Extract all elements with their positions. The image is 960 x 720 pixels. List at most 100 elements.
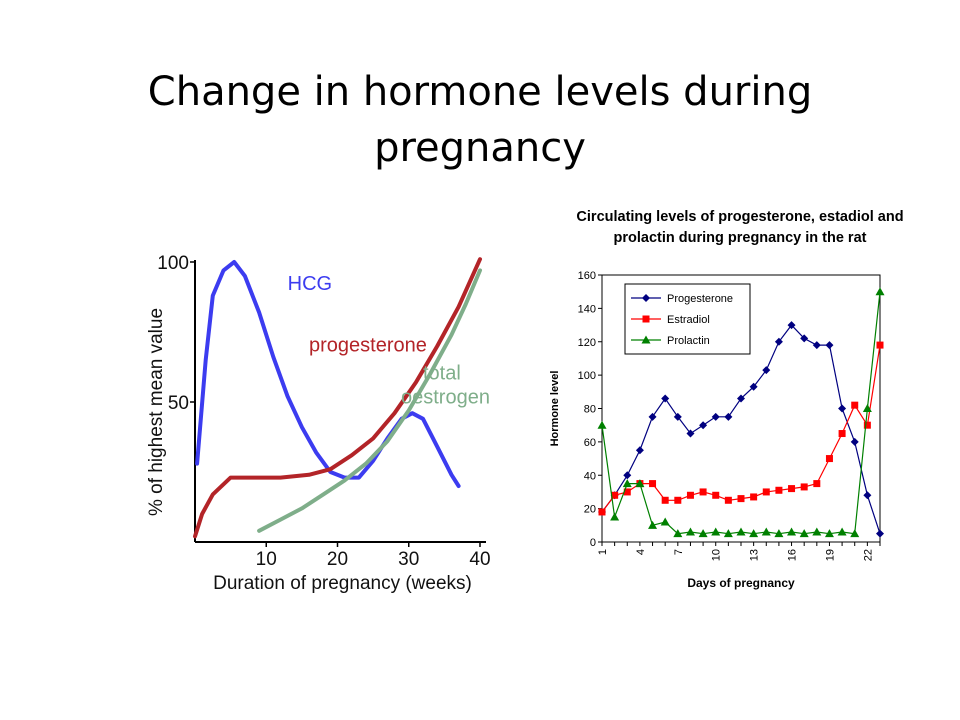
- data-point: [622, 479, 632, 488]
- data-point: [686, 491, 694, 499]
- y-tick-label: 80: [584, 404, 596, 416]
- data-point: [749, 382, 758, 391]
- data-point: [736, 527, 746, 536]
- data-point: [598, 508, 606, 516]
- chart-title-line-2: prolactin during pregnancy in the rat: [614, 230, 867, 246]
- data-point: [787, 527, 797, 536]
- y-tick-label: 40: [584, 470, 596, 482]
- series-line: [601, 324, 881, 534]
- y-tick-label: 120: [578, 337, 596, 349]
- x-tick-label: 30: [398, 549, 419, 570]
- y-axis-label: Hormone level: [549, 371, 561, 447]
- legend-label: Estradiol: [667, 314, 710, 326]
- data-point: [724, 412, 733, 421]
- data-point: [673, 529, 683, 538]
- y-tick-label: 100: [157, 253, 189, 274]
- series-prolactin: [597, 287, 885, 538]
- series-label: HCG: [288, 273, 332, 295]
- data-point: [648, 412, 657, 421]
- data-point: [813, 480, 821, 488]
- x-tick-label: 19: [824, 549, 836, 561]
- data-point: [838, 404, 847, 413]
- y-tick-label: 100: [578, 370, 596, 382]
- data-point: [685, 527, 695, 536]
- data-point: [635, 479, 645, 488]
- data-point: [761, 527, 771, 536]
- x-axis-label: Duration of pregnancy (weeks): [213, 573, 472, 594]
- y-tick-label: 60: [584, 437, 596, 449]
- legend-label: Progesterone: [667, 293, 733, 305]
- data-point: [800, 483, 808, 491]
- data-point: [837, 527, 847, 536]
- data-point: [863, 421, 871, 429]
- series-line-hcg: [195, 260, 461, 488]
- data-point: [623, 488, 631, 496]
- data-point: [799, 529, 809, 538]
- data-point: [825, 341, 834, 350]
- y-axis-label: % of highest mean value: [146, 308, 167, 516]
- data-point: [673, 412, 682, 421]
- series-label: oestrogen: [401, 387, 490, 409]
- x-axis-label: Days of pregnancy: [687, 576, 795, 590]
- data-point: [649, 480, 657, 488]
- y-tick-label: 160: [578, 270, 596, 282]
- y-tick-label: 20: [584, 504, 596, 516]
- data-point: [711, 412, 720, 421]
- data-point: [824, 529, 834, 538]
- x-tick-label: 7: [673, 549, 685, 555]
- series-estradiol: [598, 341, 884, 516]
- data-point: [863, 491, 872, 500]
- data-point: [674, 496, 682, 504]
- data-point: [711, 527, 721, 536]
- x-tick-label: 10: [711, 549, 723, 561]
- data-point: [774, 337, 783, 346]
- hcg-chart: 10 20 30 40 50 100 Duration of pregnancy (week…: [146, 253, 491, 594]
- data-point: [851, 401, 859, 409]
- data-point: [800, 334, 809, 343]
- data-point: [623, 471, 632, 480]
- data-point: [642, 294, 650, 302]
- data-point: [762, 366, 771, 375]
- data-point: [597, 420, 607, 429]
- data-point: [850, 437, 859, 446]
- x-tick-label: 10: [256, 549, 277, 570]
- x-tick-label: 20: [327, 549, 348, 570]
- data-point: [699, 421, 708, 430]
- series-line-progesterone: [193, 257, 482, 539]
- data-point: [642, 315, 650, 323]
- data-point: [699, 488, 707, 496]
- series-label: progesterone: [309, 335, 427, 357]
- data-point: [611, 491, 619, 499]
- data-point: [641, 335, 651, 344]
- data-point: [660, 517, 670, 526]
- data-point: [723, 529, 733, 538]
- data-point: [875, 287, 885, 296]
- data-point: [737, 394, 745, 403]
- data-point: [812, 527, 822, 536]
- data-point: [876, 529, 884, 538]
- data-point: [749, 529, 759, 538]
- data-point: [788, 485, 796, 493]
- data-point: [610, 512, 620, 521]
- data-point: [737, 495, 745, 503]
- x-tick-label: 1: [597, 549, 609, 555]
- rat-hormone-chart: Circulating levels of progesterone, esta…: [549, 209, 904, 590]
- data-point: [750, 493, 758, 501]
- y-tick-label: 140: [578, 303, 596, 315]
- data-point: [661, 496, 669, 504]
- x-tick-label: 22: [862, 549, 874, 561]
- data-point: [775, 486, 783, 494]
- data-point: [648, 520, 658, 529]
- data-point: [825, 455, 833, 463]
- slide-title: Change in hormone levels during pregnanc…: [147, 69, 813, 171]
- data-point: [876, 341, 884, 349]
- data-point: [712, 491, 720, 499]
- y-tick-label: 50: [168, 393, 189, 414]
- data-point: [762, 488, 770, 496]
- data-point: [812, 341, 821, 350]
- data-point: [838, 430, 846, 438]
- data-point: [850, 529, 860, 538]
- x-tick-label: 16: [787, 549, 799, 561]
- x-tick-label: 4: [635, 549, 647, 555]
- series-line-total-oestrogen: [257, 268, 482, 533]
